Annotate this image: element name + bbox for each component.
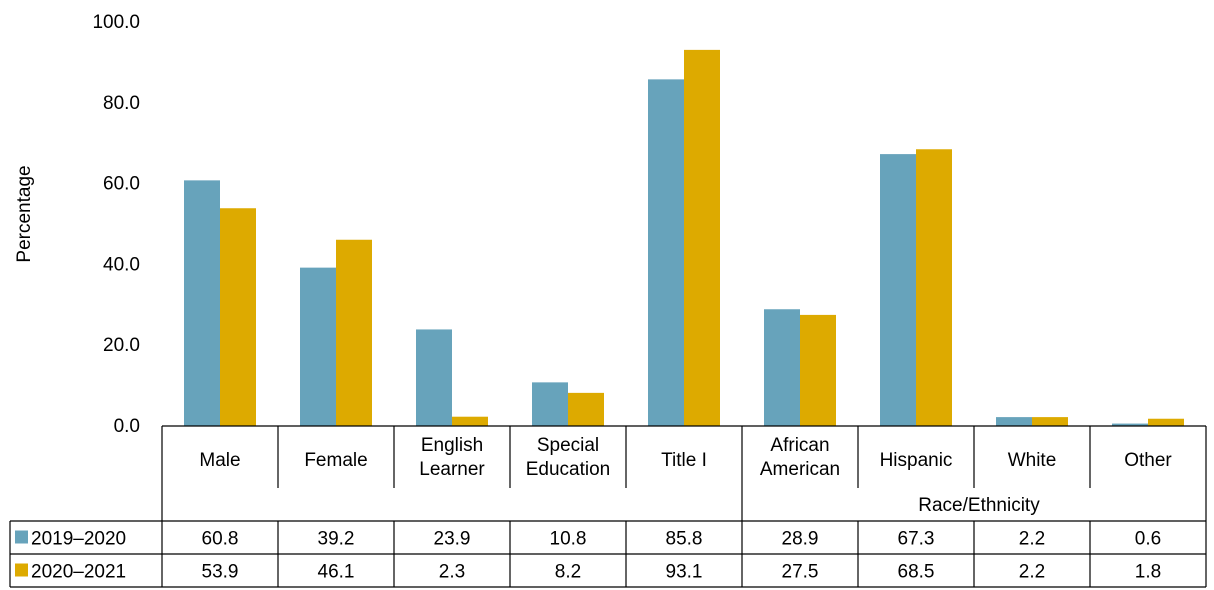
category-label: African xyxy=(770,435,829,456)
table-cell: 10.8 xyxy=(550,529,587,550)
bar-s1-7 xyxy=(996,417,1032,426)
y-tick-labels: 0.0 20.0 40.0 60.0 80.0 100.0 xyxy=(92,12,140,437)
bar-s2-3 xyxy=(568,392,604,426)
table-cell: 85.8 xyxy=(666,529,703,550)
table-cell: 27.5 xyxy=(782,562,819,583)
category-label: White xyxy=(1008,450,1057,471)
table-cell: 8.2 xyxy=(555,562,581,583)
bar-s1-3 xyxy=(532,382,568,426)
category-label: Special xyxy=(537,435,599,456)
table-cell: 28.9 xyxy=(782,529,819,550)
bar-s1-2 xyxy=(416,329,452,426)
category-labels: Male Female English Learner Special Education… xyxy=(199,435,1172,480)
y-tick-label: 60.0 xyxy=(103,174,140,195)
bar-s1-0 xyxy=(184,180,220,426)
y-tick-label: 40.0 xyxy=(103,254,140,275)
y-tick-label: 100.0 xyxy=(92,12,140,33)
table-cell: 2.2 xyxy=(1019,529,1045,550)
table-cell: 93.1 xyxy=(666,562,703,583)
y-tick-label: 0.0 xyxy=(114,416,140,437)
y-tick-label: 80.0 xyxy=(103,93,140,114)
bar-s2-0 xyxy=(220,208,256,426)
table-cell: 67.3 xyxy=(898,529,935,550)
category-label: Learner xyxy=(419,459,485,480)
category-label: Other xyxy=(1124,450,1172,471)
bar-s1-8 xyxy=(1112,423,1148,426)
bar-s2-1 xyxy=(336,239,372,426)
bar-s2-2 xyxy=(452,416,488,426)
table-cell: 60.8 xyxy=(202,529,239,550)
category-label: English xyxy=(421,435,483,456)
table-cell: 23.9 xyxy=(434,529,471,550)
bar-s1-6 xyxy=(880,154,916,426)
table-cell: 68.5 xyxy=(898,562,935,583)
table-lines xyxy=(9,425,1207,588)
legend-series-name: 2019–2020 xyxy=(31,529,126,550)
category-label: American xyxy=(760,459,840,480)
table-cell: 1.8 xyxy=(1135,562,1161,583)
category-label: Hispanic xyxy=(880,450,953,471)
table-cell: 2.3 xyxy=(439,562,465,583)
category-label: Education xyxy=(526,459,611,480)
table-cell: 46.1 xyxy=(318,562,355,583)
table-cell: 0.6 xyxy=(1135,529,1161,550)
bar-s2-4 xyxy=(684,49,720,426)
y-tick-label: 20.0 xyxy=(103,335,140,356)
category-label: Male xyxy=(199,450,240,471)
bar-s1-5 xyxy=(764,309,800,426)
bar-s1-4 xyxy=(648,79,684,427)
bars xyxy=(184,49,1184,427)
legend-swatch-1 xyxy=(15,530,28,544)
y-axis-label: Percentage xyxy=(14,165,35,262)
table-cell: 53.9 xyxy=(202,562,239,583)
bar-s2-7 xyxy=(1032,417,1068,426)
legend-series-name: 2020–2021 xyxy=(31,562,126,583)
bar-s2-5 xyxy=(800,314,836,426)
legend-swatch-2 xyxy=(15,563,28,577)
bar-s1-1 xyxy=(300,267,336,426)
bar-s2-6 xyxy=(916,149,952,426)
race-ethnicity-group-label: Race/Ethnicity xyxy=(918,495,1040,516)
data-table: 2019–2020 60.8 39.2 23.9 10.8 85.8 28.9 67.3 2.2… xyxy=(15,529,1161,583)
category-label: Title I xyxy=(661,450,707,471)
bar-s2-8 xyxy=(1148,418,1184,426)
category-label: Female xyxy=(304,450,367,471)
table-cell: 2.2 xyxy=(1019,562,1045,583)
table-cell: 39.2 xyxy=(318,529,355,550)
